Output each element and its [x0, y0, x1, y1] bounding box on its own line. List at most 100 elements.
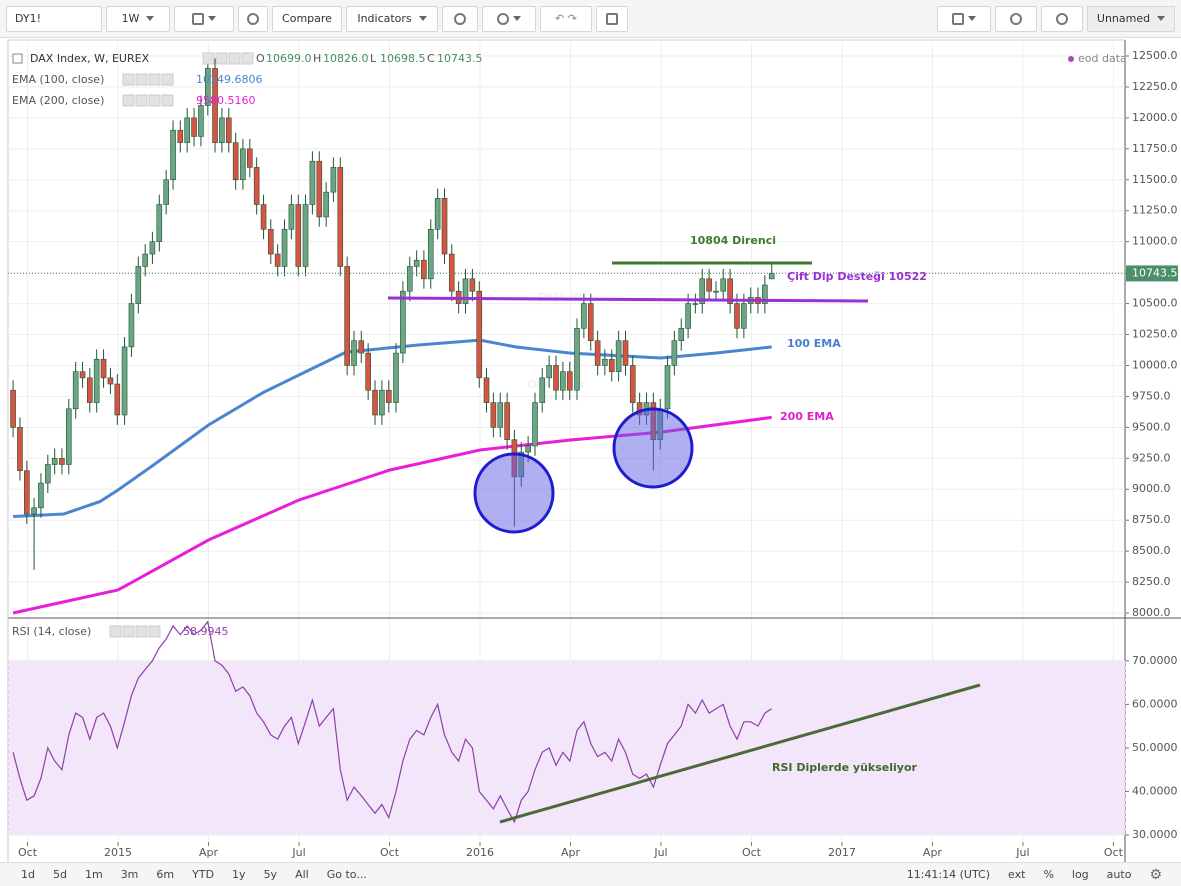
- x-tick-label: Apr: [561, 846, 581, 859]
- candle-body: [198, 105, 204, 137]
- candle-body: [720, 278, 727, 292]
- y-tick-label: 10000.0: [1132, 358, 1178, 371]
- fullscreen-button[interactable]: [596, 5, 628, 32]
- scale-option[interactable]: ext: [1008, 868, 1026, 881]
- alert-button[interactable]: [442, 5, 478, 32]
- compare-button[interactable]: Compare: [272, 5, 342, 32]
- candle-body: [344, 266, 350, 366]
- y-tick-label: 9250.0: [1132, 451, 1171, 464]
- scale-option[interactable]: log: [1071, 868, 1089, 881]
- support-line: [387, 296, 869, 303]
- indicator-name: EMA (100, close): [12, 73, 104, 86]
- bottom-toolbar: 1d 5d 1m 3m 6m YTD 1y 5y All Go to... 11:41:14 (UT…: [0, 862, 1181, 886]
- range-button[interactable]: 3m: [120, 868, 139, 881]
- compare-label: Compare: [282, 12, 332, 25]
- candle-body: [762, 284, 768, 304]
- range-button[interactable]: YTD: [192, 868, 215, 881]
- candle-body: [337, 167, 344, 267]
- candle-body: [421, 259, 427, 280]
- load-button[interactable]: [995, 5, 1037, 32]
- legend-button: [215, 52, 228, 65]
- candle-body: [31, 507, 37, 515]
- candle-body: [629, 365, 636, 403]
- candle-body: [142, 253, 148, 267]
- candle-body: [274, 253, 281, 267]
- candle-body: [87, 377, 93, 403]
- candle-body: [100, 358, 107, 379]
- candle-body: [615, 340, 622, 372]
- candle-body: [699, 278, 706, 304]
- legend-button: [161, 73, 174, 86]
- range-button[interactable]: 5d: [52, 868, 67, 881]
- chart-style-button[interactable]: [174, 5, 234, 32]
- legend-button: [148, 625, 161, 638]
- candle-body: [177, 129, 184, 143]
- candle-body: [546, 365, 552, 379]
- color-button[interactable]: [937, 5, 991, 32]
- indicators-label: Indicators: [357, 12, 412, 25]
- range-button[interactable]: 1m: [84, 868, 103, 881]
- settings-button[interactable]: [238, 5, 268, 32]
- x-tick-label: Apr: [923, 846, 943, 859]
- x-tick-label: Jul: [291, 846, 305, 859]
- x-tick-label: Jul: [653, 846, 667, 859]
- legend-button: [135, 625, 148, 638]
- layout-button[interactable]: Unnamed: [1087, 5, 1175, 32]
- candle-body: [128, 303, 135, 348]
- symbol-box[interactable]: DY1!: [6, 5, 102, 32]
- goto-button[interactable]: Go to...: [326, 868, 367, 881]
- y-tick-label: 11000.0: [1132, 235, 1178, 248]
- indicator-value: 10149.6806: [196, 73, 262, 86]
- candle-body: [727, 278, 733, 304]
- candle-body: [532, 402, 538, 447]
- candle-body: [476, 290, 483, 379]
- candle-body: [448, 253, 455, 292]
- candle-body: [594, 340, 601, 366]
- candle-body: [602, 358, 608, 366]
- indicators-button[interactable]: Indicators: [346, 5, 438, 32]
- save-button[interactable]: [1041, 5, 1083, 32]
- candle-body: [170, 129, 176, 181]
- legend-button: [202, 52, 215, 65]
- candle-body: [504, 402, 510, 441]
- y-tick-label: 40.0000: [1132, 784, 1178, 797]
- candle-body: [316, 160, 323, 218]
- indicator-value: 9580.5160: [196, 94, 256, 107]
- interval-button[interactable]: 1W: [106, 5, 170, 32]
- candle-body: [671, 340, 678, 366]
- range-button[interactable]: 1y: [232, 868, 246, 881]
- y-tick-label: 9500.0: [1132, 420, 1171, 433]
- candle-body: [295, 204, 302, 267]
- range-button[interactable]: 6m: [156, 868, 175, 881]
- candle-body: [406, 266, 413, 292]
- range-button[interactable]: 5y: [263, 868, 278, 881]
- scale-option[interactable]: auto: [1106, 868, 1132, 881]
- settings-icon[interactable]: ⚙: [1149, 866, 1162, 883]
- candle-body: [351, 340, 357, 366]
- scale-option[interactable]: %: [1043, 868, 1054, 881]
- undo-redo[interactable]: ↶ ↷: [540, 5, 592, 32]
- candle-body: [553, 365, 559, 391]
- ohlc-key: H: [313, 52, 321, 65]
- annotation: 100 EMA: [787, 337, 841, 350]
- candle-body: [212, 68, 218, 143]
- clock: 11:41:14 (UTC): [906, 868, 991, 881]
- legend-button: [135, 94, 148, 107]
- candle-body: [59, 458, 65, 465]
- candle-body: [427, 228, 434, 280]
- ideas-button[interactable]: [482, 5, 536, 32]
- candle-body: [768, 273, 775, 280]
- y-tick-label: 50.0000: [1132, 741, 1178, 754]
- indicator-name: EMA (200, close): [12, 94, 104, 107]
- candle-body: [434, 198, 441, 230]
- candle-body: [45, 464, 51, 484]
- bulb-icon: [497, 12, 510, 25]
- alarm-icon: [454, 12, 466, 25]
- ohlc-key: C: [427, 52, 435, 65]
- candle-body: [246, 148, 253, 168]
- y-tick-label: 12250.0: [1132, 80, 1178, 93]
- range-button[interactable]: All: [295, 868, 309, 881]
- candle-body: [358, 340, 365, 354]
- cloud-icon: [1010, 12, 1022, 25]
- range-button[interactable]: 1d: [21, 868, 35, 881]
